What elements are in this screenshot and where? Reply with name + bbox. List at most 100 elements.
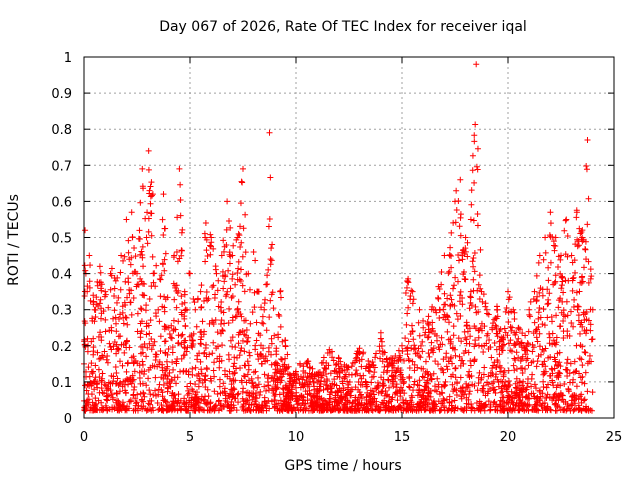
roti-point <box>129 377 136 384</box>
roti-point <box>144 209 151 216</box>
roti-point <box>312 399 319 406</box>
roti-point <box>172 326 179 333</box>
roti-point <box>522 332 529 339</box>
roti-point <box>508 348 515 355</box>
roti-point <box>456 223 463 230</box>
roti-point <box>356 389 363 396</box>
roti-point <box>545 296 552 303</box>
roti-point <box>517 357 524 364</box>
roti-point <box>154 399 161 406</box>
roti-sample-point <box>91 306 98 313</box>
roti-point <box>431 400 438 407</box>
roti-point <box>145 228 152 235</box>
roti-point <box>399 387 406 394</box>
roti-point <box>576 330 583 337</box>
roti-point <box>539 346 546 353</box>
roti-sample-point <box>531 288 538 295</box>
roti-point <box>475 380 482 387</box>
roti-point <box>252 390 259 397</box>
roti-point <box>277 323 284 330</box>
roti-point <box>238 178 245 185</box>
roti-point <box>511 315 518 322</box>
roti-point <box>90 299 97 306</box>
roti-point <box>327 370 334 377</box>
roti-point <box>274 362 281 369</box>
roti-point <box>496 368 503 375</box>
roti-point <box>99 370 106 377</box>
roti-point <box>178 293 185 300</box>
roti-point <box>536 343 543 350</box>
roti-point <box>102 382 109 389</box>
roti-point <box>480 388 487 395</box>
roti-point <box>428 375 435 382</box>
roti-sample-point <box>165 324 172 331</box>
roti-point <box>459 256 466 263</box>
roti-point <box>410 387 417 394</box>
roti-sample-point <box>261 306 268 313</box>
roti-sample-point <box>446 252 453 259</box>
roti-point <box>249 396 256 403</box>
roti-point <box>93 400 100 407</box>
roti-point <box>177 196 184 203</box>
x-axis-label: GPS time / hours <box>284 458 401 474</box>
roti-point <box>281 361 288 368</box>
roti-point <box>448 398 455 405</box>
roti-point <box>166 406 173 413</box>
roti-point <box>262 296 269 303</box>
roti-point <box>476 406 483 413</box>
roti-point <box>138 278 145 285</box>
roti-point <box>234 270 241 277</box>
roti-point <box>198 304 205 311</box>
roti-point <box>139 243 146 250</box>
roti-point <box>242 400 249 407</box>
roti-point <box>257 388 264 395</box>
roti-point <box>385 376 392 383</box>
roti-point <box>274 377 281 384</box>
roti-point <box>246 286 253 293</box>
roti-point <box>333 402 340 409</box>
roti-point <box>566 333 573 340</box>
y-tick-label: 0 <box>64 412 72 427</box>
roti-point <box>537 393 544 400</box>
roti-point <box>457 313 464 320</box>
roti-point <box>587 275 594 282</box>
roti-point <box>198 397 205 404</box>
roti-point <box>369 374 376 381</box>
roti-point <box>84 335 91 342</box>
roti-point <box>435 383 442 390</box>
roti-point <box>571 358 578 365</box>
roti-point <box>146 295 153 302</box>
roti-sample-point <box>102 288 109 295</box>
roti-point <box>155 406 162 413</box>
roti-point <box>219 327 226 334</box>
roti-point <box>82 320 89 327</box>
roti-point <box>271 396 278 403</box>
roti-point <box>246 349 253 356</box>
roti-point <box>407 293 414 300</box>
roti-point <box>465 396 472 403</box>
roti-point <box>473 399 480 406</box>
roti-point <box>130 360 137 367</box>
roti-point <box>481 364 488 371</box>
roti-point <box>486 336 493 343</box>
roti-point <box>479 298 486 305</box>
roti-point <box>516 378 523 385</box>
roti-point <box>557 270 564 277</box>
roti-point <box>427 393 434 400</box>
roti-point <box>201 396 208 403</box>
roti-point <box>460 360 467 367</box>
roti-point <box>218 299 225 306</box>
roti-point <box>534 394 541 401</box>
roti-point <box>549 318 556 325</box>
roti-point <box>400 400 407 407</box>
roti-point <box>205 295 212 302</box>
roti-point <box>358 356 365 363</box>
roti-point <box>329 354 336 361</box>
roti-point <box>167 383 174 390</box>
roti-point <box>123 314 130 321</box>
roti-point <box>442 378 449 385</box>
roti-point <box>417 398 424 405</box>
roti-point <box>289 395 296 402</box>
roti-point <box>559 396 566 403</box>
roti-point <box>137 251 144 258</box>
